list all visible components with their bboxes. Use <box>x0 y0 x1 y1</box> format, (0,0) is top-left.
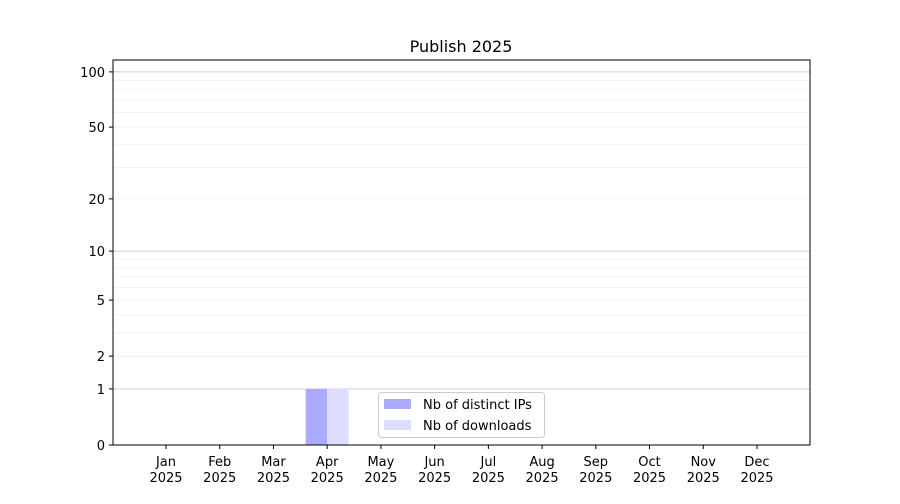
bar-nb-of-downloads <box>327 388 349 445</box>
y-tick-label: 2 <box>97 350 105 365</box>
x-tick-label-month: Oct <box>638 455 660 470</box>
x-tick-label-year: 2025 <box>740 471 773 486</box>
x-tick-label-month: Feb <box>208 455 231 470</box>
legend-swatch <box>384 399 411 409</box>
x-tick-label-year: 2025 <box>311 471 344 486</box>
legend-swatch <box>384 420 411 430</box>
plot-frame <box>112 59 811 446</box>
x-tick-label-year: 2025 <box>526 471 559 486</box>
y-tick-label: 100 <box>80 66 105 81</box>
x-tick-label-year: 2025 <box>364 471 397 486</box>
chart-title: Publish 2025 <box>410 37 513 56</box>
x-tick-label-month: Sep <box>584 455 609 470</box>
x-tick-label-month: Nov <box>691 455 717 470</box>
x-tick-label-month: Aug <box>529 455 554 470</box>
x-tick-label-month: Dec <box>744 455 769 470</box>
bars <box>305 388 349 445</box>
x-tick-label-month: Jan <box>155 455 176 470</box>
legend-box <box>378 392 545 438</box>
bar-nb-of-distinct-ips <box>305 388 328 445</box>
y-axis: 0 1 2 5 10 20 50 100 <box>80 66 113 454</box>
x-tick-label-year: 2025 <box>579 471 612 486</box>
y-tick-label: 20 <box>88 193 105 208</box>
x-tick-label-year: 2025 <box>418 471 451 486</box>
x-tick-label-year: 2025 <box>257 471 290 486</box>
x-tick-label-year: 2025 <box>203 471 236 486</box>
y-tick-label: 5 <box>97 294 105 309</box>
grid <box>113 71 810 390</box>
legend-label: Nb of distinct IPs <box>423 398 532 413</box>
y-tick-label: 0 <box>97 439 105 454</box>
x-axis: Jan2025Feb2025Mar2025Apr2025May2025Jun20… <box>149 445 774 486</box>
x-tick-label-year: 2025 <box>149 471 182 486</box>
x-tick-label-month: Jun <box>423 455 444 470</box>
legend-label: Nb of downloads <box>423 419 532 434</box>
x-tick-label-month: Mar <box>261 455 286 470</box>
x-tick-label-month: Jul <box>480 455 497 470</box>
y-tick-label: 50 <box>88 121 105 136</box>
y-tick-label: 10 <box>88 245 105 260</box>
x-tick-label-year: 2025 <box>472 471 505 486</box>
legend: Nb of distinct IPs Nb of downloads <box>378 392 545 438</box>
x-tick-label-year: 2025 <box>633 471 666 486</box>
x-tick-label-month: Apr <box>316 455 339 470</box>
y-tick-label: 1 <box>97 383 105 398</box>
x-tick-label-year: 2025 <box>687 471 720 486</box>
x-tick-label-month: May <box>367 455 394 470</box>
